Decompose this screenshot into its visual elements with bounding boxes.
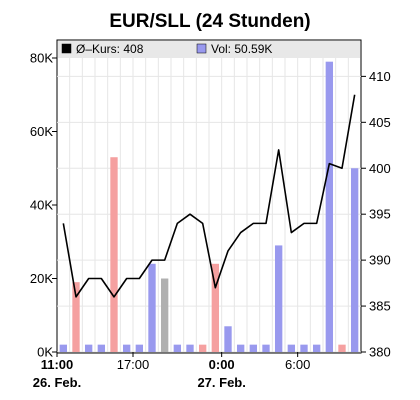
right-tick-label: 380	[369, 345, 391, 360]
right-tick-label: 385	[369, 299, 391, 314]
volume-bar	[173, 344, 182, 352]
x-tick-label: 17:00	[117, 357, 150, 372]
x-tick-date-label: 27. Feb.	[197, 375, 245, 390]
volume-bar	[236, 344, 245, 352]
volume-bar	[338, 344, 346, 352]
legend: Ø–Kurs: 408 Vol: 50.59K	[61, 42, 272, 56]
volume-bar	[122, 344, 131, 352]
right-tick-label: 395	[369, 207, 391, 222]
volume-bar	[198, 344, 207, 352]
volume-bar	[287, 344, 296, 352]
volume-bar	[135, 344, 144, 352]
price-line-group	[62, 94, 356, 298]
volume-bar	[97, 344, 106, 352]
left-axis: 0K 20K 40K 60K 80K	[30, 51, 57, 360]
x-axis: 11:00 26. Feb. 17:00 0:00 27. Feb. 6:00	[33, 352, 310, 390]
left-tick-label: 0K	[37, 345, 53, 360]
left-tick-label: 60K	[30, 124, 53, 139]
x-tick-label: 0:00	[209, 357, 235, 372]
volume-bar	[186, 344, 194, 352]
volume-bar	[300, 344, 308, 352]
grid	[57, 58, 361, 353]
volume-bar	[84, 344, 93, 352]
volume-bar	[262, 344, 270, 352]
right-tick-label: 410	[369, 69, 391, 84]
x-tick-date-label: 26. Feb.	[33, 375, 81, 390]
price-line	[62, 94, 356, 298]
volume-bar	[350, 168, 359, 352]
volume-bar	[211, 263, 220, 352]
legend-label-volume: Vol: 50.59K	[211, 42, 272, 56]
left-tick-label: 80K	[30, 51, 53, 66]
right-tick-label: 390	[369, 253, 391, 268]
left-tick-label: 20K	[30, 271, 53, 286]
volume-bar	[160, 278, 169, 352]
volume-bar	[312, 344, 321, 352]
legend-swatch-price	[61, 43, 72, 54]
volume-bar	[59, 344, 68, 352]
volume-bar	[110, 157, 118, 352]
legend-swatch-volume	[196, 43, 207, 54]
chart-title: EUR/SLL (24 Stunden)	[109, 11, 310, 32]
right-axis: 380 385 390 395 400 405 410	[361, 69, 391, 360]
legend-bar	[58, 41, 360, 58]
volume-bar	[274, 245, 283, 352]
x-tick-label: 11:00	[41, 357, 74, 372]
volume-bar	[249, 344, 258, 352]
left-tick-label: 40K	[30, 198, 53, 213]
right-tick-label: 400	[369, 161, 391, 176]
volume-bar	[148, 263, 156, 352]
legend-label-price: Ø–Kurs: 408	[76, 42, 144, 56]
right-tick-label: 405	[369, 115, 391, 130]
volume-bar	[224, 326, 232, 352]
x-tick-label: 6:00	[285, 357, 310, 372]
volume-bar	[72, 282, 80, 352]
volume-bars	[59, 61, 359, 353]
volume-bar	[325, 61, 334, 353]
